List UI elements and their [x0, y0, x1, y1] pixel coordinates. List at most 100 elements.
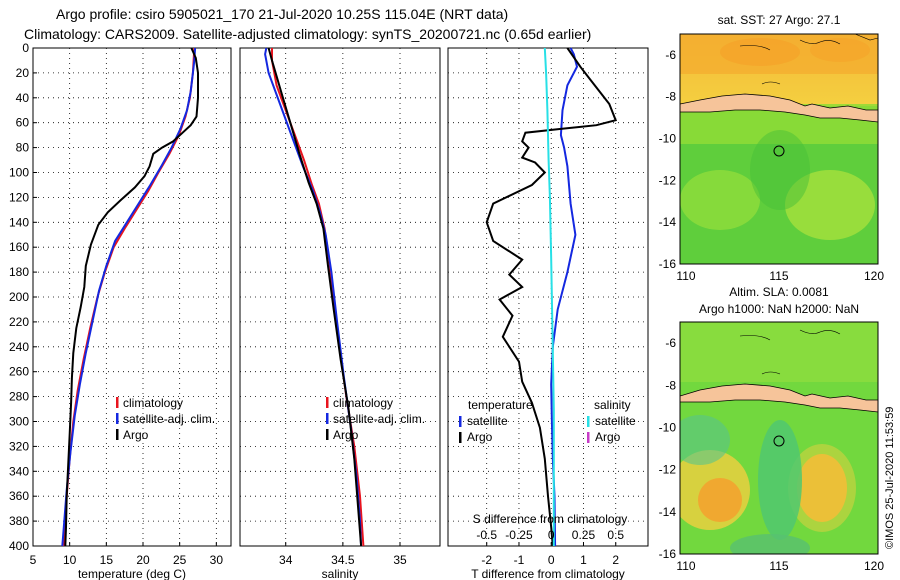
x2-tick-label: -0.25 — [505, 528, 533, 542]
series-satellite-adj-clim- — [264, 47, 363, 547]
legend-swatch — [326, 429, 329, 440]
sla-map — [679, 321, 879, 555]
map-x-tick-label: 120 — [864, 559, 884, 573]
map-y-tick-label: -6 — [665, 336, 676, 350]
legend-label: Argo — [333, 428, 359, 442]
legend-label: Argo — [595, 430, 621, 444]
legend-swatch — [116, 429, 119, 440]
y-tick-label: 360 — [9, 489, 29, 503]
x-tick-label: 0 — [548, 553, 555, 567]
x-tick-label: 25 — [173, 553, 187, 567]
legend-label: climatology — [123, 396, 183, 410]
credit-label: ©IMOS 25-Jul-2020 11:53:59 — [884, 407, 896, 549]
map-y-tick-label: -12 — [659, 463, 677, 477]
map-axes-sst_map: 110 115 120 -6 -8 -10 -12 -14 -16 — [659, 48, 885, 283]
map-y-tick-label: -14 — [659, 505, 677, 519]
panel-salinity: 34 34.5 35 salinity — [239, 47, 441, 580]
y-tick-label: 180 — [9, 265, 29, 279]
map-x-tick-label: 115 — [769, 269, 788, 283]
y-tick-label: 260 — [9, 365, 29, 379]
sst-map-title: sat. SST: 27 Argo: 27.1 — [718, 13, 841, 27]
x-tick-label: 1 — [580, 553, 587, 567]
x2-tick-label: -0.5 — [476, 528, 497, 542]
plot-frame — [239, 47, 441, 547]
map-y-tick-label: -6 — [665, 48, 676, 62]
legend-label: satellite — [595, 414, 636, 428]
series-satellite-adj-clim- — [61, 47, 197, 547]
y-tick-label: 240 — [9, 340, 29, 354]
x-tick-label: 2 — [612, 553, 619, 567]
legend-salinity: climatology satellite-adj. clim. Argo — [326, 396, 425, 442]
sst-map — [679, 33, 879, 265]
legend-swatch — [326, 397, 329, 408]
legend-heading-temperature: temperature — [468, 398, 533, 412]
series-t-argo — [485, 47, 618, 547]
y-tick-label: 20 — [16, 66, 30, 80]
plot-frame — [32, 47, 232, 547]
map-y-tick-label: -14 — [659, 215, 677, 229]
legend-swatch — [459, 432, 462, 443]
sla-map-subtitle: Argo h1000: NaN h2000: NaN — [699, 302, 859, 316]
panel-temperature: 5 10 15 20 25 30 temperature (deg C) 0 20 40 60 80 1… — [9, 41, 232, 580]
x2-tick-label: 0 — [548, 528, 555, 542]
y-tick-label: 380 — [9, 514, 29, 528]
legend-temperature: climatology satellite-adj. clim. Argo — [116, 396, 215, 442]
x-axis-label: T difference from climatology — [471, 567, 625, 580]
x-axis-label: temperature (deg C) — [78, 567, 186, 580]
map-x-tick-label: 115 — [769, 559, 788, 573]
x2-tick-label: 0.5 — [607, 528, 624, 542]
series-argo — [64, 47, 199, 547]
map-y-tick-label: -10 — [659, 132, 677, 146]
x-tick-label: 15 — [100, 553, 114, 567]
y-tick-label: 320 — [9, 439, 29, 453]
plot-frame — [447, 47, 649, 547]
x-tick-label: 35 — [393, 553, 407, 567]
map-y-tick-label: -10 — [659, 420, 677, 434]
legend-label: Argo — [467, 430, 493, 444]
legend-swatch — [326, 413, 329, 424]
map-y-tick-label: -8 — [665, 90, 676, 104]
x-tick-label: 10 — [63, 553, 77, 567]
legend-swatch — [587, 416, 590, 427]
chart-title-line2: Climatology: CARS2009. Satellite-adjuste… — [24, 26, 592, 42]
y-tick-label: 200 — [9, 290, 29, 304]
y-tick-label: 60 — [16, 116, 30, 130]
map-x-tick-label: 120 — [864, 269, 884, 283]
legend-label: satellite — [467, 414, 508, 428]
x2-axis-label: S difference from climatology — [473, 512, 628, 526]
legend-label: climatology — [333, 396, 393, 410]
legend-label: Argo — [123, 428, 149, 442]
x2-tick-label: 0.25 — [572, 528, 596, 542]
y-tick-label: 140 — [9, 215, 29, 229]
y-tick-label: 160 — [9, 240, 29, 254]
series-argo — [267, 47, 363, 547]
legend-difference: temperature satellite Argo salinity satellit… — [459, 398, 636, 542]
y-tick-label: 100 — [9, 166, 29, 180]
map-x-tick-label: 110 — [676, 269, 695, 283]
y-tick-label: 300 — [9, 415, 29, 429]
series-t-satellite — [550, 47, 579, 547]
series-s-satellite — [543, 47, 555, 546]
y-tick-label: 40 — [16, 91, 30, 105]
x-tick-label: 34.5 — [331, 553, 355, 567]
panel-difference: -2 -1 0 1 2T difference from climatology — [447, 47, 649, 580]
y-tick-label: 0 — [22, 41, 29, 55]
sst-argo-marker — [773, 145, 785, 157]
x-tick-label: 30 — [210, 553, 224, 567]
legend-swatch — [116, 413, 119, 424]
legend-heading-salinity: salinity — [594, 398, 631, 412]
map-x-tick-label: 110 — [676, 559, 695, 573]
x-tick-label: 5 — [30, 553, 37, 567]
y-tick-label: 340 — [9, 464, 29, 478]
map-y-tick-label: -16 — [659, 547, 677, 561]
sla-argo-marker — [773, 435, 785, 447]
x-tick-label: 34 — [279, 553, 293, 567]
y-tick-label: 280 — [9, 390, 29, 404]
legend-swatch — [116, 397, 119, 408]
y-tick-label: 120 — [9, 190, 29, 204]
sla-map-title: Altim. SLA: 0.0081 — [729, 285, 829, 299]
legend-label: satellite-adj. clim. — [333, 412, 425, 426]
y-tick-label: 400 — [9, 539, 29, 553]
legend-label: satellite-adj. clim. — [123, 412, 215, 426]
